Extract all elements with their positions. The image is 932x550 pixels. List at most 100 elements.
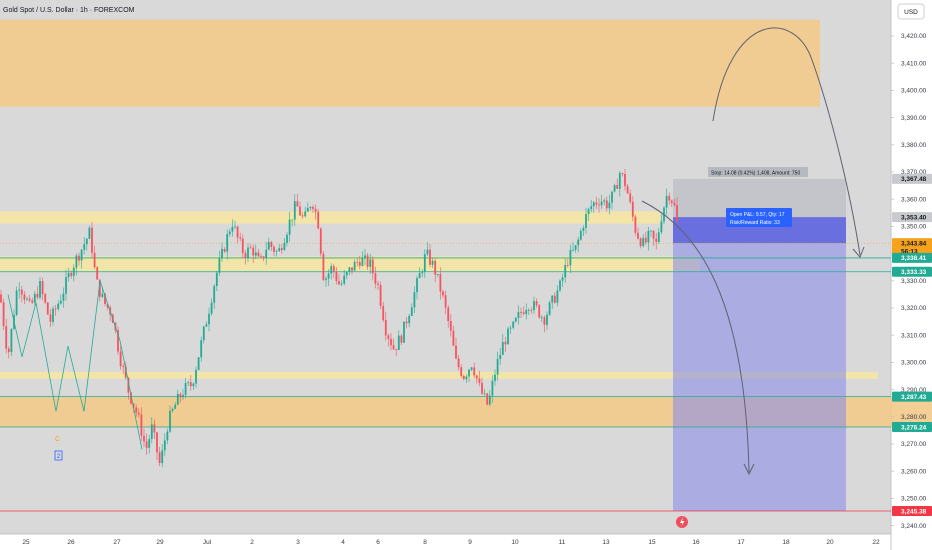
candle-body bbox=[247, 247, 249, 258]
candle-body bbox=[267, 242, 270, 250]
candle-body bbox=[598, 204, 600, 206]
candle-body bbox=[486, 393, 489, 405]
candle-body bbox=[345, 272, 348, 276]
candle-body bbox=[439, 274, 442, 292]
candle-body bbox=[275, 251, 278, 252]
candle-body bbox=[382, 305, 385, 321]
price-tag-target bbox=[892, 505, 932, 516]
candle-body bbox=[145, 441, 148, 448]
price-tag-stop bbox=[892, 173, 932, 184]
candle-body bbox=[444, 295, 447, 308]
candle-body bbox=[257, 252, 260, 257]
candle-body bbox=[408, 315, 411, 324]
candles-layer bbox=[0, 168, 678, 468]
candle-body bbox=[470, 367, 473, 370]
price-axis-ticks: 3,240.00 3,250.00 3,260.00 3,270.00 3,280.00… bbox=[891, 33, 927, 530]
y-tick-label: 3,390.00 bbox=[901, 115, 927, 122]
pnl-info-box: Open P&L: 9.57, Qty: 17 Risk/Reward Rati… bbox=[726, 208, 792, 227]
candle-body bbox=[488, 395, 491, 405]
candle-body bbox=[291, 219, 294, 221]
projection-arrows bbox=[641, 27, 865, 476]
short-position-tool[interactable] bbox=[673, 178, 846, 511]
candle-body bbox=[605, 200, 608, 209]
candle-body bbox=[613, 185, 616, 192]
candle-body bbox=[312, 207, 314, 209]
price-tag-countdown: 56:13 bbox=[901, 249, 918, 256]
candle-body bbox=[137, 412, 140, 415]
candle-body bbox=[67, 273, 70, 278]
candle-body bbox=[39, 281, 41, 298]
candle-body bbox=[642, 237, 645, 247]
target-zone bbox=[673, 217, 846, 511]
candle-body bbox=[668, 195, 671, 201]
candle-body bbox=[325, 278, 327, 281]
y-tick-label: 3,360.00 bbox=[901, 196, 927, 203]
candle-body bbox=[473, 367, 476, 376]
candle-body bbox=[101, 293, 104, 297]
candle-body bbox=[20, 289, 23, 295]
candle-body bbox=[65, 277, 67, 294]
candle-body bbox=[93, 252, 96, 268]
y-tick-label: 3,280.00 bbox=[901, 414, 927, 421]
price-tag-label: 3,367.48 bbox=[901, 176, 927, 183]
x-tick-label: 10 bbox=[511, 539, 519, 546]
candle-body bbox=[611, 191, 613, 203]
projection-arrowhead-down bbox=[743, 463, 755, 476]
candle-body bbox=[520, 312, 522, 313]
candle-body bbox=[49, 314, 52, 322]
candle-body bbox=[228, 231, 231, 235]
y-tick-label: 3,260.00 bbox=[901, 468, 927, 475]
candle-body bbox=[36, 293, 39, 298]
candle-body bbox=[527, 309, 530, 311]
candle-body bbox=[332, 266, 335, 272]
yellow-band-mid bbox=[0, 256, 700, 272]
price-tag-label: 3,343.84 bbox=[901, 240, 927, 247]
candle-body bbox=[184, 382, 187, 395]
x-tick-label: 8 bbox=[423, 539, 427, 546]
candle-body bbox=[507, 328, 509, 345]
time-axis-background bbox=[0, 534, 891, 550]
y-tick-label: 3,400.00 bbox=[901, 88, 927, 95]
currency-button[interactable]: USD bbox=[897, 3, 925, 20]
candle-body bbox=[626, 186, 629, 194]
candle-body bbox=[122, 366, 125, 367]
candle-body bbox=[153, 424, 156, 433]
candle-body bbox=[418, 273, 421, 279]
candle-body bbox=[44, 294, 47, 303]
candle-body bbox=[317, 211, 320, 229]
candle-body bbox=[75, 255, 78, 268]
candle-body bbox=[23, 294, 26, 300]
candle-body bbox=[603, 200, 606, 202]
y-tick-label: 3,420.00 bbox=[901, 33, 927, 40]
candle-body bbox=[548, 302, 551, 315]
candle-body bbox=[455, 345, 457, 359]
candle-body bbox=[260, 256, 262, 258]
candle-body bbox=[171, 408, 174, 411]
lightning-icon[interactable] bbox=[676, 516, 688, 528]
x-tick-label: 9 bbox=[468, 539, 472, 546]
candle-body bbox=[330, 266, 333, 274]
y-tick-label: 3,240.00 bbox=[901, 523, 927, 530]
candle-body bbox=[657, 232, 660, 242]
y-tick-label: 3,270.00 bbox=[901, 441, 927, 448]
candle-body bbox=[356, 261, 359, 263]
y-tick-label: 3,300.00 bbox=[901, 360, 927, 367]
wave-label-2: 2 bbox=[54, 450, 63, 461]
horizontal-levels bbox=[0, 242, 891, 512]
candle-body bbox=[104, 293, 106, 305]
candle-body bbox=[262, 256, 265, 259]
candle-body bbox=[205, 324, 208, 327]
candle-body bbox=[124, 366, 127, 378]
candle-body bbox=[278, 248, 281, 252]
x-tick-label: 3 bbox=[296, 539, 300, 546]
candle-body bbox=[70, 273, 73, 276]
price-tag-label: 3,353.40 bbox=[901, 214, 927, 221]
price-tag-label: 3,276.24 bbox=[901, 424, 927, 431]
candle-body bbox=[231, 226, 234, 232]
candle-body bbox=[652, 230, 655, 239]
candle-body bbox=[335, 271, 338, 281]
yellow-band-upper bbox=[0, 211, 660, 224]
candle-body bbox=[26, 298, 28, 300]
candle-body bbox=[514, 317, 517, 322]
